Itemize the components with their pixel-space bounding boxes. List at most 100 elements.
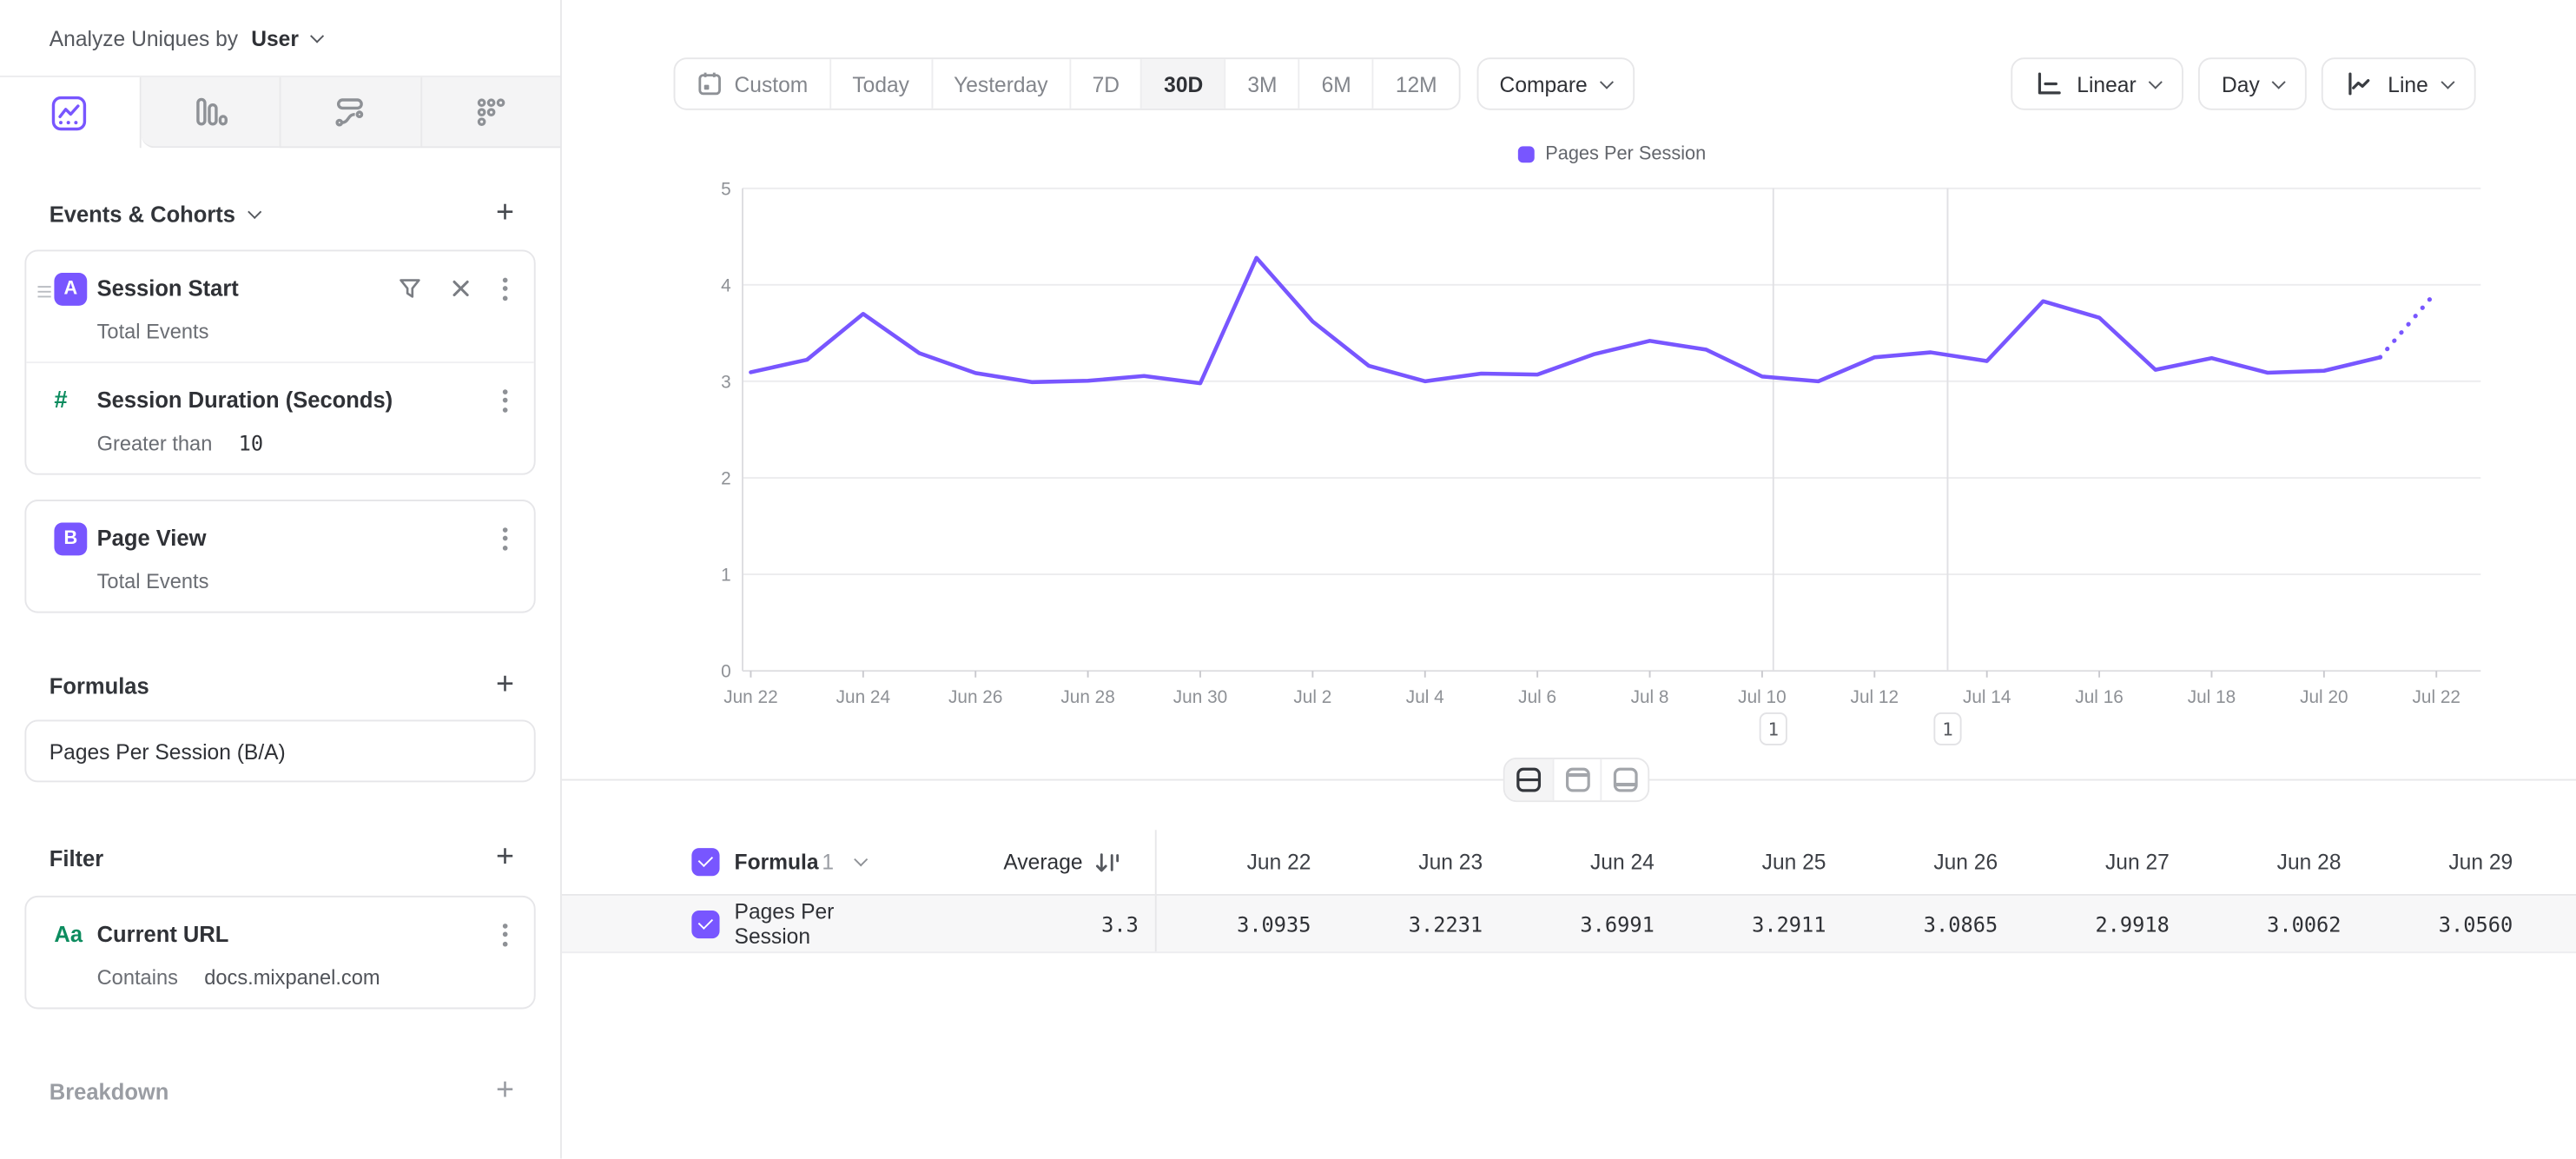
- range-12m[interactable]: 12M: [1372, 59, 1458, 109]
- event-aggregation[interactable]: Total Events: [96, 569, 209, 593]
- range-30d[interactable]: 30D: [1140, 59, 1225, 109]
- svg-text:Jul 8: Jul 8: [1631, 687, 1669, 707]
- svg-text:Jul 14: Jul 14: [1963, 687, 2011, 707]
- svg-text:2: 2: [721, 469, 731, 489]
- query-builder-sidebar: Analyze Uniques by User: [0, 0, 562, 1159]
- interval-label: Day: [2222, 71, 2260, 96]
- svg-text:Jun 22: Jun 22: [723, 687, 777, 707]
- chevron-down-icon[interactable]: [309, 28, 324, 43]
- kebab-menu-icon[interactable]: [499, 386, 511, 415]
- filter-operator[interactable]: Contains: [96, 965, 178, 989]
- annotation-badge[interactable]: 1: [1759, 712, 1787, 745]
- chevron-down-icon[interactable]: [853, 852, 868, 867]
- add-breakdown-button[interactable]: +: [496, 1073, 515, 1108]
- chart-type-dropdown[interactable]: Line: [2322, 57, 2476, 110]
- chevron-down-icon: [2441, 74, 2455, 89]
- filter-property-title[interactable]: Session Duration (Seconds): [96, 387, 393, 413]
- formulas-section-title: Formulas: [49, 672, 149, 698]
- interval-dropdown[interactable]: Day: [2198, 57, 2308, 110]
- tab-flows[interactable]: [279, 76, 420, 149]
- filter-value[interactable]: 10: [238, 430, 264, 455]
- table-col-header: Jun 23: [1418, 849, 1483, 875]
- range-3m[interactable]: 3M: [1224, 59, 1298, 109]
- compare-button[interactable]: Compare: [1476, 57, 1635, 110]
- number-property-icon: #: [54, 387, 68, 414]
- breakdown-section-title: Breakdown: [49, 1078, 169, 1104]
- range-yesterday[interactable]: Yesterday: [930, 59, 1070, 109]
- event-aggregation[interactable]: Total Events: [96, 319, 209, 343]
- tab-funnels[interactable]: [140, 76, 280, 149]
- kebab-menu-icon[interactable]: [499, 919, 511, 949]
- event-title[interactable]: Page View: [96, 526, 207, 551]
- row-average-value: 3.3: [1101, 911, 1139, 937]
- events-section-header: Events & Cohorts +: [50, 195, 515, 230]
- svg-text:Jul 12: Jul 12: [1851, 687, 1899, 707]
- report-toolbar: Custom Today Yesterday 7D 30D 3M 6M 12M Compare…: [673, 57, 2476, 110]
- svg-text:Jul 2: Jul 2: [1293, 687, 1331, 707]
- formula-row[interactable]: Pages Per Session (B/A): [26, 721, 534, 780]
- view-controls: Linear Day Line: [2011, 57, 2476, 110]
- range-7d[interactable]: 7D: [1069, 59, 1141, 109]
- series-group-label[interactable]: Formula: [734, 849, 819, 875]
- row-checkbox[interactable]: [691, 910, 720, 938]
- formula-expression[interactable]: Pages Per Session (B/A): [49, 738, 286, 764]
- chevron-down-icon: [1600, 74, 1615, 89]
- table-col-header: Jun 25: [1761, 849, 1826, 875]
- table-cell: 3.2911: [1752, 911, 1826, 937]
- results-table: Formula 1 Average Jun 22 Jun 23 Jun 24 Jun 2…: [561, 830, 2576, 954]
- average-column-header[interactable]: Average: [890, 830, 1155, 894]
- calendar-icon: [697, 70, 723, 96]
- range-today[interactable]: Today: [829, 59, 931, 109]
- filter-row-current-url[interactable]: Aa Current URL Contains docs.mixpanel.co…: [26, 897, 534, 1008]
- event-badge-b: B: [54, 521, 88, 555]
- svg-text:Jul 22: Jul 22: [2412, 687, 2460, 707]
- filter-section-header: Filter +: [49, 839, 515, 875]
- table-cell: 3.0935: [1154, 895, 1311, 952]
- kebab-menu-icon[interactable]: [499, 274, 511, 303]
- chevron-down-icon: [2149, 74, 2163, 89]
- inline-filter-row-session-duration[interactable]: # Session Duration (Seconds) Greater tha…: [26, 361, 534, 474]
- layout-split-view-button[interactable]: [1504, 758, 1553, 801]
- tab-retention[interactable]: [419, 76, 561, 149]
- average-label: Average: [1003, 849, 1083, 875]
- event-title[interactable]: Session Start: [96, 275, 239, 301]
- table-row-pages-per-session[interactable]: Pages Per Session 3.3 3.0935 3.2231 3.6991…: [561, 895, 2576, 954]
- add-formula-button[interactable]: +: [496, 666, 515, 702]
- add-event-button[interactable]: +: [496, 195, 515, 230]
- filter-funnel-icon[interactable]: [398, 276, 422, 301]
- svg-text:Jul 10: Jul 10: [1738, 687, 1786, 707]
- kebab-menu-icon[interactable]: [499, 523, 511, 553]
- range-custom[interactable]: Custom: [675, 59, 829, 109]
- filter-operator[interactable]: Greater than: [96, 431, 213, 455]
- svg-text:1: 1: [721, 566, 731, 586]
- line-chart: 0 1 2 3 4 5 1 1 Jun 22 Jun 24 Jun 26 Jun 28 Jun 30 Ju…: [721, 179, 2481, 745]
- remove-event-icon[interactable]: [450, 278, 472, 300]
- event-row-session-start[interactable]: A Session Start Total Events: [26, 251, 534, 361]
- legend-label[interactable]: Pages Per Session: [1545, 144, 1707, 165]
- svg-text:Jul 18: Jul 18: [2188, 687, 2236, 707]
- range-6m[interactable]: 6M: [1298, 59, 1372, 109]
- analyze-value-dropdown[interactable]: User: [251, 25, 299, 50]
- layout-chart-only-button[interactable]: [1552, 758, 1601, 801]
- filter-value[interactable]: docs.mixpanel.com: [204, 965, 380, 989]
- tab-insights[interactable]: [0, 76, 141, 149]
- report-type-tabs: [0, 76, 561, 149]
- scale-label: Linear: [2077, 71, 2137, 96]
- svg-text:4: 4: [721, 275, 731, 295]
- table-cell: 3.0560: [2438, 911, 2513, 937]
- event-row-page-view[interactable]: B Page View Total Events: [26, 501, 534, 612]
- annotation-badge[interactable]: 1: [1933, 712, 1962, 745]
- svg-text:1: 1: [1768, 719, 1780, 739]
- filter-section-title: Filter: [49, 845, 104, 871]
- select-all-checkbox[interactable]: [691, 848, 720, 877]
- report-main: Custom Today Yesterday 7D 30D 3M 6M 12M Compare…: [561, 0, 2576, 1159]
- layout-table-only-button[interactable]: [1600, 758, 1648, 801]
- add-filter-button[interactable]: +: [496, 839, 515, 875]
- filter-property-title[interactable]: Current URL: [96, 922, 229, 947]
- drag-handle-icon[interactable]: [37, 282, 51, 301]
- chevron-down-icon[interactable]: [248, 204, 262, 219]
- table-col-header: Jun 22: [1154, 830, 1311, 895]
- scale-dropdown[interactable]: Linear: [2011, 57, 2184, 110]
- event-card-page-view: B Page View Total Events: [24, 500, 536, 613]
